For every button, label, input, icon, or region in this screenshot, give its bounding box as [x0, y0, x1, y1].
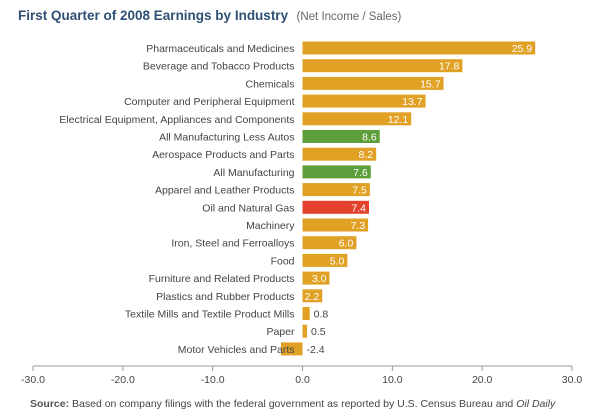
category-label: Electrical Equipment, Appliances and Com…	[59, 114, 294, 126]
x-tick-label: -20.0	[111, 374, 135, 386]
category-label: Textile Mills and Textile Product Mills	[125, 309, 295, 321]
bar	[302, 271, 330, 285]
x-tick-label: -30.0	[21, 374, 45, 386]
chart-subtitle: (Net Income / Sales)	[296, 11, 402, 23]
value-label: 12.1	[388, 114, 409, 126]
value-label: 5.0	[330, 255, 345, 267]
bar	[280, 342, 303, 356]
category-label: All Manufacturing	[213, 167, 294, 179]
source-publication: Oil Daily	[516, 398, 556, 410]
bar	[302, 236, 357, 250]
category-label: Oil and Natural Gas	[202, 202, 294, 214]
value-label: 7.4	[351, 202, 366, 214]
bar	[302, 112, 412, 126]
x-tick-label: 30.0	[562, 374, 583, 386]
category-label: Pharmaceuticals and Medicines	[146, 43, 294, 55]
category-label: Beverage and Tobacco Products	[143, 61, 295, 73]
category-label: Food	[271, 255, 295, 267]
value-label: 8.6	[362, 132, 377, 144]
x-tick-label: 20.0	[472, 374, 493, 386]
x-tick-label: 10.0	[382, 374, 403, 386]
category-label: Aerospace Products and Parts	[152, 149, 294, 161]
bar	[302, 94, 426, 108]
bar	[302, 130, 380, 143]
bar	[302, 165, 371, 179]
source-label: Source:	[30, 398, 70, 410]
value-label: 6.0	[339, 238, 354, 250]
category-label: Computer and Peripheral Equipment	[124, 96, 295, 108]
value-label: 15.7	[420, 78, 441, 90]
category-label: Furniture and Related Products	[149, 273, 295, 285]
bar	[302, 200, 369, 214]
bar	[302, 41, 536, 55]
bar	[302, 218, 369, 232]
value-label: 7.6	[353, 167, 368, 179]
category-label: Chemicals	[245, 78, 294, 90]
value-label: 3.0	[312, 273, 327, 285]
source-note: Source: Based on company filings with th…	[30, 398, 555, 410]
value-label: 2.2	[305, 291, 320, 303]
chart-header: First Quarter of 2008 Earnings by Indust…	[18, 7, 401, 25]
value-label: 0.8	[314, 309, 329, 321]
bar	[302, 76, 444, 90]
bar	[302, 253, 348, 267]
category-label: Motor Vehicles and Parts	[178, 344, 295, 356]
value-label: 25.9	[512, 43, 533, 55]
category-label: Plastics and Rubber Products	[156, 291, 294, 303]
value-label: 8.2	[359, 149, 374, 161]
bar	[302, 147, 377, 161]
x-tick-label: -10.0	[201, 374, 225, 386]
value-label: 0.5	[311, 326, 326, 338]
value-label: -2.4	[307, 344, 325, 356]
chart-title: First Quarter of 2008 Earnings by Indust…	[18, 8, 289, 23]
category-label: Paper	[266, 326, 295, 338]
value-label: 7.3	[350, 220, 365, 232]
value-label: 17.8	[439, 61, 460, 73]
bar	[302, 183, 370, 197]
value-label: 13.7	[402, 96, 423, 108]
bar	[302, 289, 323, 303]
value-label: 7.5	[352, 185, 367, 197]
bar	[302, 59, 463, 73]
source-text: Based on company filings with the federa…	[72, 398, 514, 410]
category-label: Apparel and Leather Products	[155, 185, 295, 197]
x-tick-label: 0.0	[295, 374, 310, 386]
bar-chart: Pharmaceuticals and Medicines 25.9 Beverag…	[21, 41, 583, 386]
category-label: Machinery	[246, 220, 295, 232]
category-label: Iron, Steel and Ferroalloys	[171, 238, 294, 250]
bar	[302, 307, 310, 320]
bar	[302, 324, 307, 338]
category-label: All Manufacturing Less Autos	[159, 132, 294, 144]
